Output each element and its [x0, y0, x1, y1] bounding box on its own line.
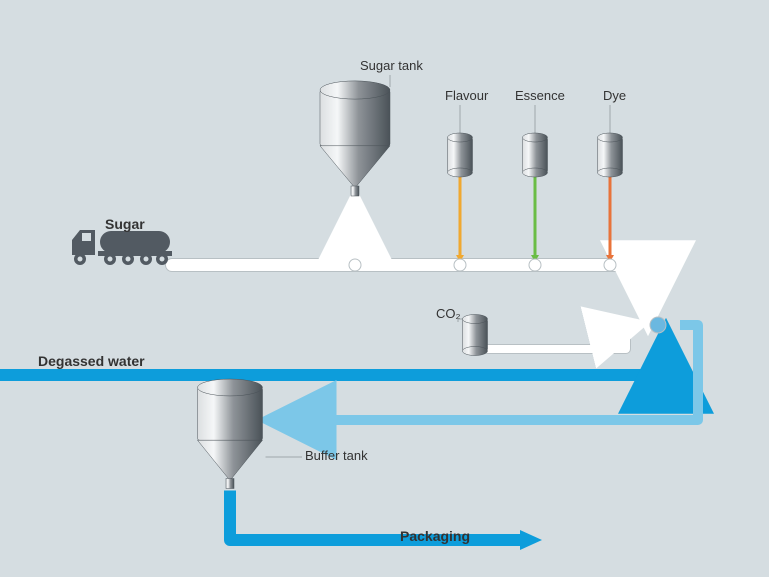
- label-sugar-tank: Sugar tank: [360, 58, 423, 73]
- label-packaging: Packaging: [400, 528, 470, 544]
- label-buffer-tank: Buffer tank: [305, 448, 368, 463]
- label-essence: Essence: [515, 88, 565, 103]
- label-flavour: Flavour: [445, 88, 488, 103]
- label-degassed-water: Degassed water: [38, 353, 145, 369]
- label-sugar: Sugar: [105, 216, 145, 232]
- label-dye: Dye: [603, 88, 626, 103]
- label-co2: CO₂: [436, 306, 461, 321]
- process-diagram: Sugar tank Flavour Essence Dye Sugar CO₂…: [0, 0, 769, 577]
- diagram-svg: [0, 0, 769, 577]
